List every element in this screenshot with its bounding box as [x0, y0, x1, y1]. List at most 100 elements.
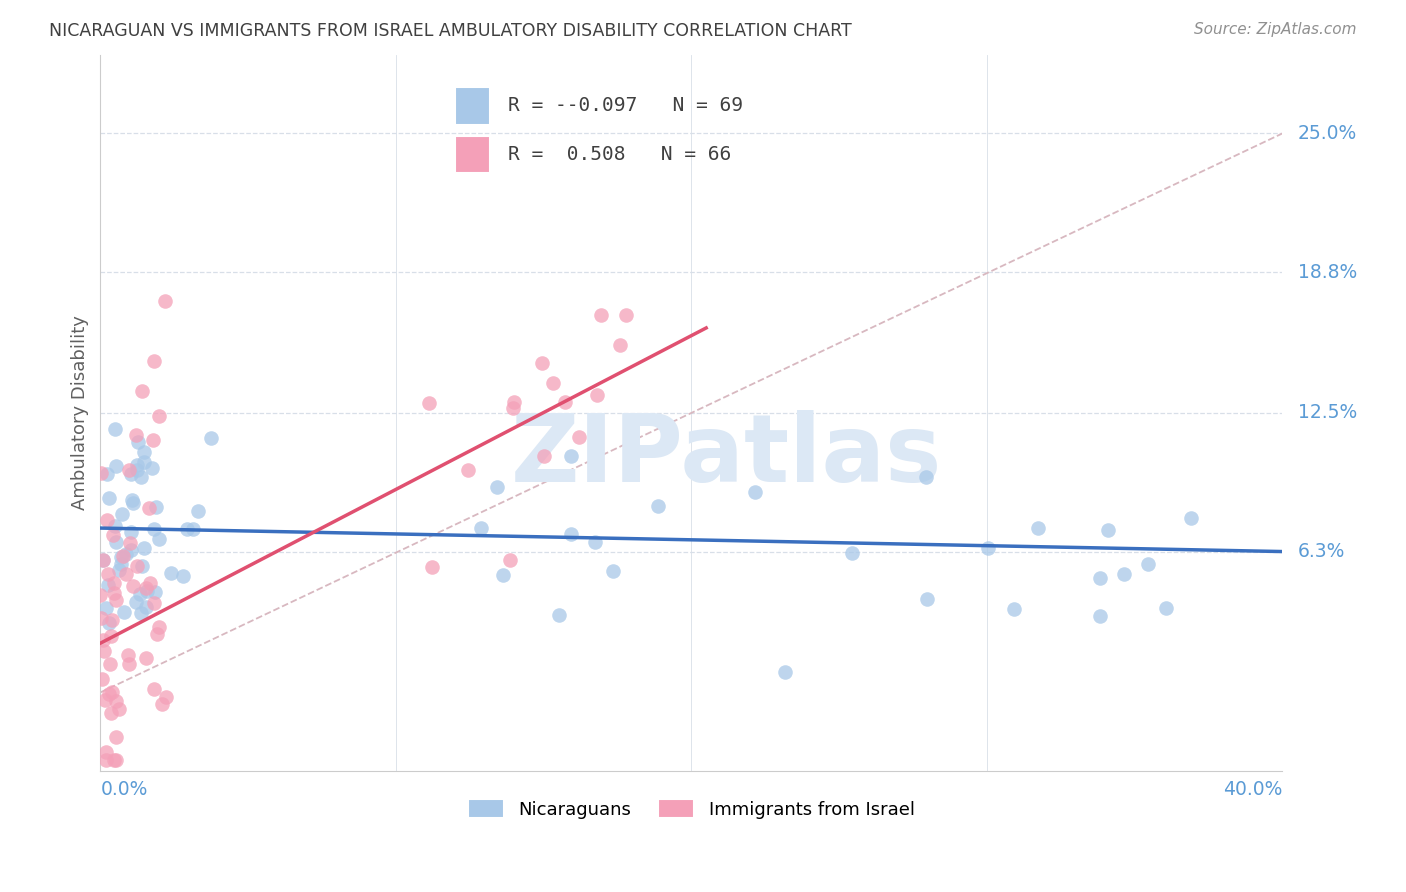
Point: [1026, 521, 1049, 535]
Point: [1136, 557, 1159, 571]
Point: [100, 706, 122, 720]
Point: [560, 450, 582, 464]
Point: [103, 586, 125, 600]
Point: [97, 567, 120, 582]
Point: [132, 541, 155, 555]
Point: [90, 466, 112, 480]
Point: [104, 519, 127, 533]
Point: [112, 605, 135, 619]
Point: [105, 730, 128, 744]
Point: [115, 567, 138, 582]
Point: [142, 522, 165, 536]
Point: [591, 308, 613, 322]
Point: [100, 685, 122, 699]
Y-axis label: Ambulatory Disability: Ambulatory Disability: [72, 316, 89, 510]
Point: [115, 547, 138, 561]
Point: [1156, 601, 1178, 615]
Point: [647, 499, 669, 513]
Point: [142, 596, 165, 610]
Point: [91, 553, 114, 567]
Point: [89, 588, 111, 602]
Point: [101, 613, 124, 627]
Point: [143, 585, 166, 599]
Point: [96, 467, 118, 481]
Point: [127, 559, 149, 574]
Point: [117, 648, 139, 662]
Point: [104, 535, 127, 549]
Point: [148, 620, 170, 634]
Point: [134, 445, 156, 459]
Point: [118, 462, 141, 476]
Point: [172, 568, 194, 582]
Point: [127, 463, 149, 477]
Text: R =  0.508   N = 66: R = 0.508 N = 66: [508, 145, 731, 164]
Point: [1112, 566, 1135, 581]
Point: [1097, 523, 1119, 537]
Point: [100, 629, 122, 643]
Point: [110, 550, 132, 565]
Point: [96, 513, 118, 527]
Point: [103, 527, 125, 541]
Point: [104, 422, 127, 436]
Point: [108, 702, 131, 716]
Text: 40.0%: 40.0%: [1223, 780, 1282, 798]
Point: [146, 626, 169, 640]
Point: [96, 601, 118, 615]
Point: [98, 615, 121, 630]
Point: [122, 496, 145, 510]
Point: [181, 522, 204, 536]
Point: [1088, 571, 1111, 585]
Text: 6.3%: 6.3%: [1298, 542, 1346, 561]
Point: [93, 643, 115, 657]
Point: [548, 608, 571, 623]
Point: [121, 579, 143, 593]
Point: [138, 576, 160, 591]
Point: [583, 535, 606, 549]
Point: [141, 461, 163, 475]
Point: [499, 553, 522, 567]
Point: [142, 433, 165, 447]
Point: [568, 430, 591, 444]
Point: [132, 455, 155, 469]
Point: [120, 524, 142, 539]
Point: [111, 549, 134, 564]
Bar: [456, 136, 491, 173]
Point: [470, 521, 492, 535]
Point: [150, 697, 173, 711]
Legend: Nicaraguans, Immigrants from Israel: Nicaraguans, Immigrants from Israel: [461, 792, 922, 826]
Point: [131, 559, 153, 574]
Point: [111, 507, 134, 521]
Point: [136, 584, 159, 599]
Point: [125, 428, 148, 442]
Point: [841, 546, 863, 560]
Point: [120, 467, 142, 482]
Point: [105, 752, 128, 766]
Point: [531, 356, 554, 370]
Point: [1180, 511, 1202, 525]
Point: [502, 401, 524, 416]
Point: [91, 672, 114, 686]
Point: [135, 599, 157, 614]
Point: [90, 611, 112, 625]
Point: [96, 745, 118, 759]
Point: [457, 463, 479, 477]
Point: [129, 587, 152, 601]
Text: R = --0.097   N = 69: R = --0.097 N = 69: [508, 96, 744, 115]
Point: [602, 564, 624, 578]
Text: 12.5%: 12.5%: [1298, 403, 1357, 423]
Point: [108, 563, 131, 577]
Point: [1090, 608, 1112, 623]
Point: [418, 396, 440, 410]
Point: [142, 682, 165, 697]
Point: [97, 578, 120, 592]
Point: [155, 690, 177, 704]
Point: [914, 470, 936, 484]
Point: [91, 633, 114, 648]
Point: [543, 376, 565, 390]
Point: [917, 592, 939, 607]
Point: [125, 595, 148, 609]
Point: [155, 294, 177, 309]
Point: [176, 522, 198, 536]
Point: [110, 557, 132, 571]
Point: [609, 338, 631, 352]
